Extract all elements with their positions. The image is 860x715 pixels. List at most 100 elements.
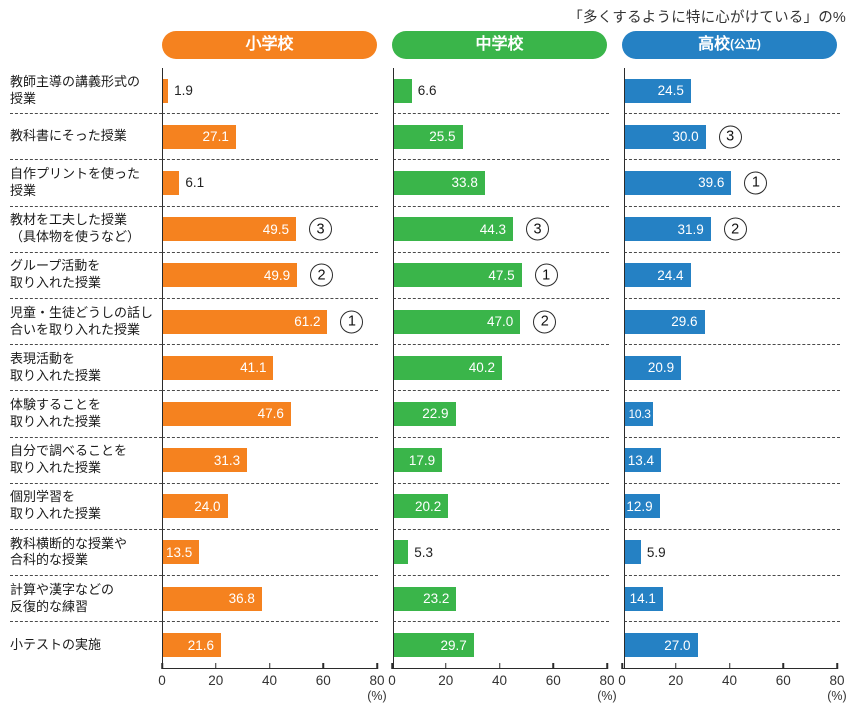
bar-cell-elementary: 13.5: [162, 529, 378, 577]
category-label: 個別学習を 取り入れた授業: [10, 484, 162, 530]
bar-cell-elementary: 6.1: [162, 160, 378, 207]
rank-badge: 3: [718, 125, 742, 149]
bar-high: 14.1: [625, 586, 663, 611]
value-label: 33.8: [451, 175, 478, 191]
value-label: 5.3: [414, 544, 434, 560]
bar-high: 13.4: [625, 448, 661, 473]
value-label: 21.6: [187, 637, 215, 653]
value-label: 13.4: [627, 452, 654, 468]
legend-junior-high-school: 中学校: [392, 31, 607, 59]
chart-row: 計算や漢字などの 反復的な練習 36.8 23.2 14.1: [0, 576, 860, 623]
bar-elementary: [163, 170, 180, 195]
legend-elementary-label: 小学校: [245, 36, 294, 53]
bar-cell-elementary: 49.5 3: [162, 206, 378, 253]
category-label: 児童・生徒どうしの話し 合いを取り入れた授業: [10, 299, 162, 346]
bar-cell-high: 27.0: [624, 622, 840, 669]
chart-body: 教師主導の講義形式の 授業 1.9 6.6 24.5 教科書にそった授業 27.1 25.5…: [0, 68, 860, 669]
category-label: 自分で調べることを 取り入れた授業: [10, 438, 162, 484]
bar-cell-junior-high: 44.3 3: [393, 206, 609, 253]
bar-cell-junior-high: 25.5: [393, 114, 609, 161]
bar-junior-high: 25.5: [394, 124, 463, 149]
bar-high: 39.6: [625, 170, 732, 195]
axis-tick-label: 80: [599, 673, 615, 689]
axis-unit-label: (%): [367, 689, 387, 704]
bar-cell-junior-high: 22.9: [393, 391, 609, 438]
axis-tick-label: 60: [775, 673, 791, 689]
bar-high: 31.9: [625, 217, 711, 242]
bar-cell-high: 29.6: [624, 298, 840, 346]
bar-elementary: 24.0: [163, 494, 228, 519]
bar-cell-junior-high: 33.8: [393, 160, 609, 207]
legend-high-label: 高校: [698, 36, 731, 53]
bar-junior-high: 44.3: [394, 217, 514, 242]
value-label: 20.2: [415, 498, 442, 514]
bar-cell-elementary: 47.6: [162, 391, 378, 438]
axis-tick: [215, 662, 217, 670]
value-label: 1.9: [174, 83, 193, 99]
rank-badge: 1: [340, 310, 364, 334]
bar-cell-elementary: 41.1: [162, 345, 378, 392]
bar-junior-high: [394, 540, 409, 565]
category-label: 小テストの実施: [10, 636, 102, 652]
bar-cell-elementary: 31.3: [162, 437, 378, 484]
bar-cell-junior-high: 5.3: [393, 529, 609, 577]
value-label: 5.9: [646, 544, 666, 560]
axis-tick-label: 20: [438, 673, 454, 689]
axis-tick: [836, 662, 838, 670]
value-label: 47.6: [257, 406, 284, 422]
bar-high: 10.3: [625, 401, 653, 426]
value-label: 6.6: [417, 83, 437, 99]
axis-tick-label: 0: [388, 673, 396, 689]
bar-elementary: 27.1: [163, 124, 236, 149]
bar-junior-high: 47.0: [394, 309, 521, 334]
chart-row: 教材を工夫した授業 （具体物を使うなど） 49.5 3 44.3 3 31.9 2: [0, 206, 860, 253]
axis-tick: [161, 662, 163, 670]
bar-elementary: [163, 78, 169, 103]
bar-cell-elementary: 1.9: [162, 68, 378, 115]
bar-cell-high: 20.9: [624, 345, 840, 392]
value-label: 31.3: [213, 452, 241, 468]
chart-row: 教科横断的な授業や 合科的な授業 13.5 5.3 5.9: [0, 529, 860, 577]
axis-tick-label: 60: [545, 673, 561, 689]
category-label: 教科書にそった授業: [10, 114, 162, 161]
value-label: 30.0: [672, 129, 699, 145]
value-label: 20.9: [647, 360, 675, 376]
value-label: 44.3: [479, 221, 507, 237]
rank-badge: 2: [723, 217, 747, 241]
bar-elementary: 47.6: [163, 401, 291, 426]
value-label: 6.1: [185, 175, 205, 191]
chart-row: グループ活動を 取り入れた授業 49.9 2 47.5 1 24.4: [0, 252, 860, 299]
chart-row: 小テストの実施 21.6 29.7 27.0: [0, 622, 860, 669]
axis-tick: [606, 662, 608, 670]
axis-tick: [552, 662, 554, 670]
bar-cell-elementary: 24.0: [162, 483, 378, 530]
bar-cell-high: 24.4: [624, 252, 840, 299]
value-label: 22.9: [422, 406, 449, 422]
bar-cell-high: 39.6 1: [624, 160, 840, 207]
bar-cell-junior-high: 20.2: [393, 483, 609, 530]
value-label: 47.0: [487, 314, 514, 330]
value-label: 24.0: [194, 498, 221, 514]
category-label: 自作プリントを使った 授業: [10, 160, 162, 207]
bar-cell-elementary: 36.8: [162, 576, 378, 623]
bar-high: 29.6: [625, 309, 705, 334]
x-axis-high: 0 20 40 60 80 (%): [618, 662, 847, 713]
rank-badge: 1: [534, 263, 558, 287]
bar-elementary: 41.1: [163, 355, 274, 380]
value-label: 24.4: [657, 267, 684, 283]
bar-cell-high: 31.9 2: [624, 206, 840, 253]
bar-high: 30.0: [625, 124, 706, 149]
bar-elementary: 21.6: [163, 633, 222, 658]
bar-junior-high: 47.5: [394, 263, 522, 288]
bar-cell-elementary: 21.6: [162, 622, 378, 669]
bar-high: [625, 540, 641, 565]
chart-row: 表現活動を 取り入れた授業 41.1 40.2 20.9: [0, 345, 860, 392]
bar-cell-high: 14.1: [624, 576, 840, 623]
chart-title: 「多くするように特に心がけている」の%: [568, 10, 846, 26]
axis-tick: [322, 662, 324, 670]
bar-cell-junior-high: 47.5 1: [393, 252, 609, 299]
value-label: 13.5: [166, 544, 193, 560]
bar-high: 27.0: [625, 633, 698, 658]
category-label: 教師主導の講義形式の 授業: [10, 68, 162, 115]
